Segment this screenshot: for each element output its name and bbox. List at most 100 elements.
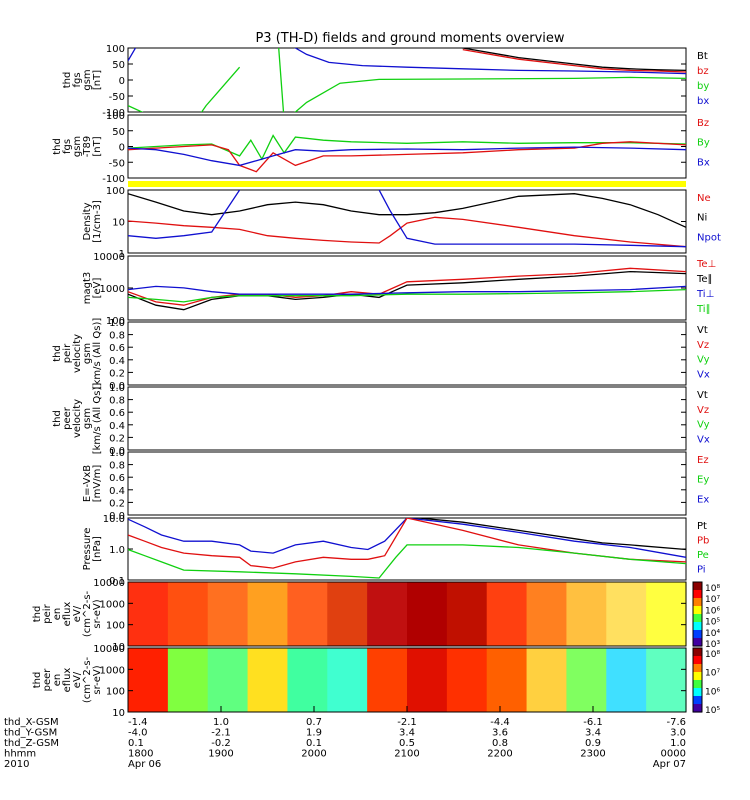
legend-Bt: Bt	[697, 51, 708, 62]
panel-peer-eflux: 10⁸ 10⁷ 10⁶ 10⁵ 10000 1000 100 10 thd peer en eflux…	[32, 644, 720, 719]
series-Bx	[128, 146, 686, 167]
y-tick-label: -50	[109, 158, 125, 169]
x-row-value: -0.2	[211, 738, 231, 749]
legend-Ti⊥: Ti⊥	[696, 289, 714, 300]
series-Npot	[128, 190, 686, 248]
spectrogram-band	[367, 648, 408, 712]
panel-pressure: 10.0 1.0 0.1 Pressure [nPa] Pt Pb Pe Pi	[82, 514, 709, 587]
y-tick-label: -50	[109, 92, 125, 103]
spectrogram-band	[646, 648, 687, 712]
colorbar-tick-label: 10³	[705, 640, 720, 650]
spectrogram-band	[446, 648, 488, 712]
y-tick-label: 0.2	[109, 498, 125, 509]
series-Pe	[128, 544, 686, 579]
x-row-value: 2300	[580, 749, 605, 760]
x-row-label: thd_Z-GSM	[4, 738, 59, 749]
y-axis-label-line: magt3	[82, 272, 93, 305]
spectrogram-band	[606, 582, 647, 646]
series-Ti∥	[128, 288, 686, 303]
y-tick-label: 0.8	[109, 396, 125, 407]
y-axis-label: E=-VxB [mV/m]	[82, 465, 103, 503]
x-row-value: 1.0	[670, 738, 686, 749]
colorbar-tick-label: 10⁷	[705, 669, 720, 679]
y-tick-label: 10000	[93, 252, 125, 263]
legend-Vt: Vt	[697, 390, 708, 401]
legend-bz: bz	[697, 66, 709, 77]
colorbar-tick-label: 10⁷	[705, 595, 720, 605]
colorbar-tick-label: 10⁵	[705, 706, 720, 716]
y-axis-label: thd peer en eflux eV/(cm^2-s-sr-eV)	[32, 656, 103, 703]
legend-Vz: Vz	[697, 340, 709, 351]
legend-Ez: Ez	[697, 455, 709, 466]
y-axis-label: Density [1/cm-3]	[82, 200, 103, 243]
y-tick-label: 1000	[100, 284, 125, 295]
y-tick-label: 1	[119, 249, 125, 260]
panel-fgs-t89: 100 50 0 -50 -100 thd fgs gsm -T89 [nT] Bz By Bx	[52, 111, 710, 185]
y-tick-label: -100	[102, 108, 125, 119]
y-tick-label: 10000	[93, 578, 125, 589]
legend-Te∥: Te∥	[696, 274, 713, 285]
series-Ti⊥	[128, 285, 686, 295]
spectrogram-band	[167, 582, 209, 646]
y-tick-label: 0.8	[109, 461, 125, 472]
y-tick-label: 0.6	[109, 343, 125, 354]
y-axis-label-line: gsm	[72, 136, 83, 157]
panel-peer-velocity: 1.0 0.80.6 0.40.2 0.0 thd peer velocity gsm [km/…	[52, 383, 710, 457]
y-axis-label-line: sr-eV)	[92, 665, 103, 694]
colorbar-segment	[693, 696, 702, 705]
y-tick-label: 100	[106, 316, 125, 327]
panel-frame	[127, 189, 687, 254]
x-row-value: 0.9	[585, 738, 601, 749]
colorbar-tick-label: 10⁸	[705, 650, 720, 660]
legend-Pi: Pi	[697, 565, 706, 576]
legend-Pe: Pe	[697, 550, 709, 561]
y-axis-label-line: [km/s (All Qs)]	[92, 383, 103, 455]
colorbar-segment	[693, 590, 702, 599]
spectrogram-band	[526, 582, 568, 646]
y-axis-label-line: thd	[52, 138, 63, 155]
legend-Ni: Ni	[697, 213, 707, 224]
y-tick-label: 0.2	[109, 433, 125, 444]
spectrogram-band	[486, 582, 528, 646]
y-tick-label: 10	[112, 218, 125, 229]
y-axis-label-line: peir	[62, 343, 73, 363]
y-tick-label: 1.0	[109, 318, 125, 329]
panel-density: 100 10 1 Density [1/cm-3] Ne Ni Npot	[82, 186, 721, 260]
y-axis-label-line: [km/s (All Qs)]	[92, 318, 103, 390]
spectrogram-band	[367, 582, 408, 646]
y-tick-label: 100	[106, 186, 125, 197]
legend-Ey: Ey	[697, 475, 709, 486]
panel-frame	[127, 255, 687, 321]
y-axis-label-line: thd	[62, 72, 73, 89]
y-tick-label: 100	[106, 621, 125, 632]
panel-peir-velocity: 1.0 0.80.6 0.40.2 0.0 thd peir velocity gsm [km/…	[52, 318, 710, 392]
colorbar-tick-label: 10⁵	[705, 618, 720, 628]
colorbar-segment	[693, 672, 702, 681]
y-axis-label-line: gsm	[82, 69, 93, 90]
legend-Vx: Vx	[697, 434, 710, 445]
x-row-value: 1.0	[213, 717, 229, 728]
colorbar-segment	[693, 622, 702, 631]
spectrogram-band	[327, 582, 368, 646]
y-axis-label-line: en	[52, 608, 63, 621]
x-row-value: 1.9	[306, 728, 322, 739]
x-row-label: 2010	[4, 759, 29, 770]
y-tick-label: 0.0	[109, 511, 125, 522]
y-tick-label: 100	[106, 44, 125, 55]
y-axis-label-line: [1/cm-3]	[92, 200, 103, 243]
x-row-label: thd_Y-GSM	[4, 728, 57, 739]
x-row-value: -7.6	[666, 717, 686, 728]
y-tick-label: 0.6	[109, 473, 125, 484]
y-axis-label-line: peir	[42, 603, 53, 623]
x-row-value: 3.4	[585, 728, 601, 739]
y-axis-label: Pressure [nPa]	[82, 528, 103, 571]
panel-frame	[127, 581, 687, 647]
x-row-value: 3.0	[670, 728, 686, 739]
series-By	[128, 134, 686, 161]
y-tick-label: -100	[102, 174, 125, 185]
spectrogram-band	[287, 648, 328, 712]
y-tick-label: 100	[106, 111, 125, 122]
legend-Pt: Pt	[697, 521, 707, 532]
legend-Ne: Ne	[697, 193, 711, 204]
